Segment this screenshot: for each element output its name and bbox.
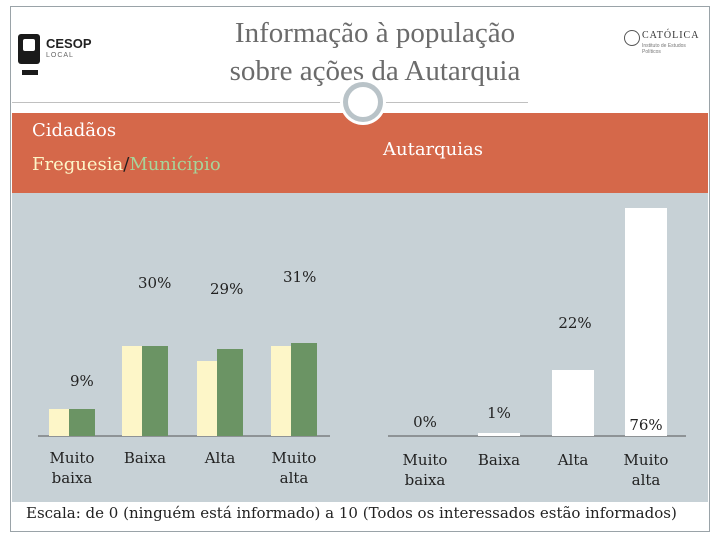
x-tick-cidadaos-muito-baixa-1: baixa <box>52 469 93 487</box>
page-title: Informação à população sobre ações da Au… <box>150 14 600 90</box>
bar-munic-pio-muito-alta <box>291 343 317 436</box>
bar-munic-pio-baixa <box>142 346 168 436</box>
catolica-logo-name: CATÓLICA <box>642 30 700 41</box>
catolica-logo-sub: Instituto de Estudos Políticos <box>642 43 686 55</box>
x-tick-autarquias-muito-alta-1: alta <box>632 471 661 489</box>
scale-footnote: Escala: de 0 (ninguém está informado) a … <box>26 504 677 522</box>
data-label-cidadaos-muito-alta: 31% <box>283 268 316 286</box>
data-label-autarquias-baixa: 1% <box>487 404 511 422</box>
cesop-logo-sub: LOCAL <box>46 52 74 59</box>
data-label-cidadaos-muito-baixa: 9% <box>70 372 94 390</box>
data-label-autarquias-alta: 22% <box>558 314 591 332</box>
legend-freguesia: Freguesia <box>32 154 124 175</box>
data-label-autarquias-muito-alta: 76% <box>629 416 662 434</box>
x-tick-cidadaos-baixa-0: Baixa <box>124 449 166 467</box>
ring-ornament-icon <box>343 82 383 122</box>
title-line-1: Informação à população <box>234 17 516 49</box>
bar-autarquias-baixa <box>478 433 520 436</box>
legend-separator: / <box>123 154 130 175</box>
title-line-2: sobre ações da Autarquia <box>229 55 521 87</box>
bar-munic-pio-alta <box>217 349 243 436</box>
bar-autarquias-alta <box>552 370 594 436</box>
x-tick-cidadaos-muito-baixa-0: Muito <box>50 449 95 467</box>
data-label-cidadaos-baixa: 30% <box>138 274 171 292</box>
x-tick-cidadaos-muito-alta-1: alta <box>280 469 309 487</box>
cesop-logo-name: CESOP <box>46 36 92 51</box>
data-label-autarquias-muito-baixa: 0% <box>413 413 437 431</box>
x-tick-cidadaos-alta-0: Alta <box>204 449 236 467</box>
cesop-logo-bar-icon <box>22 70 38 75</box>
x-tick-autarquias-muito-baixa-0: Muito <box>403 451 448 469</box>
data-label-cidadaos-alta: 29% <box>210 280 243 298</box>
legend-municipio: Município <box>129 154 221 175</box>
x-tick-autarquias-baixa-0: Baixa <box>478 451 520 469</box>
catolica-logo: CATÓLICA Instituto de Estudos Políticos <box>624 30 704 72</box>
bar-munic-pio-muito-baixa <box>69 409 95 436</box>
header-band <box>12 113 708 193</box>
cidadaos-label: Cidadãos <box>32 120 117 141</box>
cesop-logo-mark-icon <box>18 34 40 64</box>
x-tick-cidadaos-muito-alta-0: Muito <box>272 449 317 467</box>
slide-frame <box>10 6 710 532</box>
x-tick-autarquias-muito-alta-0: Muito <box>624 451 669 469</box>
bar-autarquias-muito-alta <box>625 208 667 436</box>
x-tick-autarquias-alta-0: Alta <box>557 451 589 469</box>
legend-freguesia-municipio: Freguesia/Município <box>32 154 221 175</box>
title-divider <box>12 102 528 103</box>
x-tick-autarquias-muito-baixa-1: baixa <box>405 471 446 489</box>
autarquias-label: Autarquias <box>383 139 484 160</box>
cesop-logo: CESOP LOCAL <box>18 34 118 80</box>
catolica-seal-icon <box>624 30 640 46</box>
